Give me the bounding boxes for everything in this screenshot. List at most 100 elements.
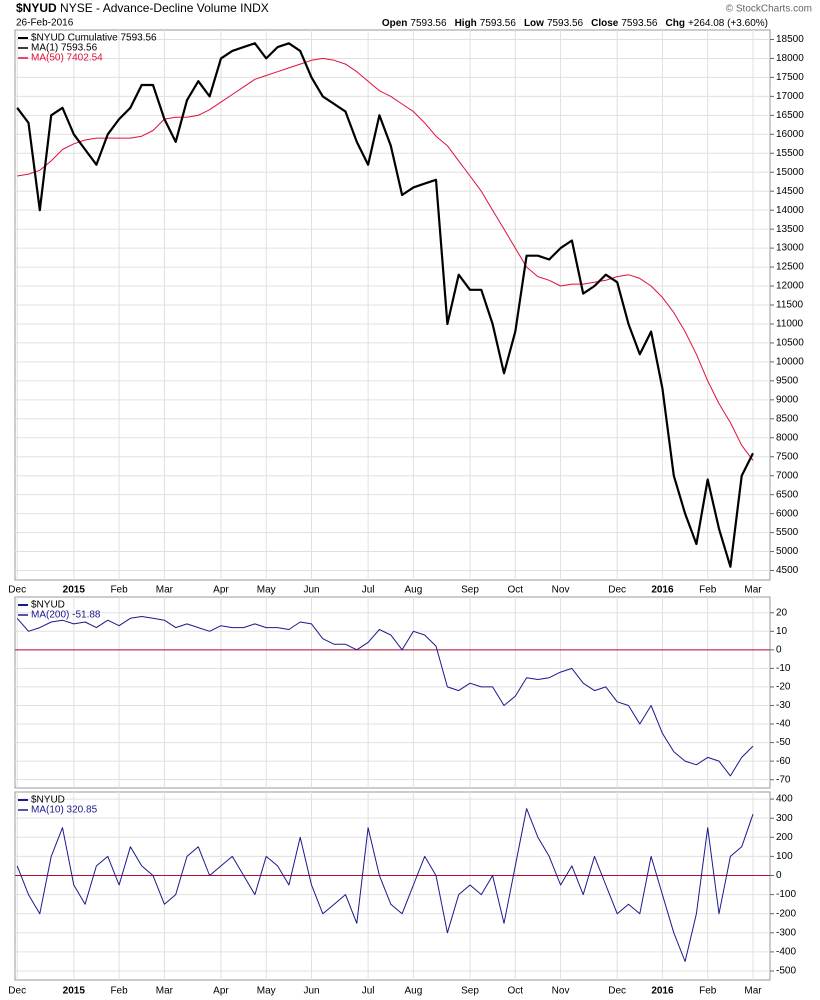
- y-tick-label: 20: [776, 607, 788, 618]
- y-tick-label: 7500: [776, 451, 799, 462]
- x-tick-label: Aug: [405, 585, 423, 596]
- y-tick-label: 0: [776, 870, 782, 881]
- legend-entry: MA(10) 320.85: [31, 805, 98, 816]
- y-tick-label: -30: [776, 700, 791, 711]
- symbol: $NYUD: [16, 1, 57, 15]
- x-tick-label: Dec: [608, 585, 626, 596]
- y-tick-label: 100: [776, 851, 793, 862]
- y-tick-label: -50: [776, 737, 791, 748]
- quote-label: Open: [382, 18, 408, 29]
- y-tick-label: -20: [776, 682, 791, 693]
- y-tick-label: 8500: [776, 413, 799, 424]
- y-tick-label: 12000: [776, 281, 804, 292]
- x-tick-label: Jun: [303, 585, 319, 596]
- y-tick-label: 11500: [776, 300, 804, 311]
- panel: [14, 791, 771, 981]
- quote-value: 7593.56: [480, 18, 517, 29]
- y-tick-label: 10000: [776, 357, 804, 368]
- y-tick-label: 16500: [776, 110, 804, 121]
- x-tick-label: Jul: [362, 986, 375, 997]
- x-tick-label: Oct: [507, 585, 523, 596]
- y-tick-label: 6500: [776, 489, 799, 500]
- credit: © StockCharts.com: [726, 4, 812, 15]
- x-tick-label: Mar: [156, 585, 174, 596]
- x-tick-label: Jun: [303, 986, 319, 997]
- x-tick-label: Nov: [552, 986, 570, 997]
- y-tick-label: 14000: [776, 205, 804, 216]
- x-tick-label: Feb: [110, 585, 128, 596]
- name: NYSE - Advance-Decline Volume INDX: [60, 1, 269, 15]
- quote-label: Low: [524, 18, 544, 29]
- y-tick-label: -60: [776, 756, 791, 767]
- x-tick-label: Apr: [213, 585, 229, 596]
- legend-entry: MA(200) -51.88: [31, 610, 101, 621]
- y-tick-label: 15000: [776, 167, 804, 178]
- x-tick-label: Jul: [362, 585, 375, 596]
- panel: [14, 596, 771, 789]
- series-line: [16, 42, 754, 568]
- y-tick-label: 17000: [776, 91, 804, 102]
- x-tick-label: Sep: [461, 986, 479, 997]
- y-tick-label: -40: [776, 719, 791, 730]
- y-tick-label: -70: [776, 774, 791, 785]
- x-tick-label: Sep: [461, 585, 479, 596]
- legend-entry: MA(1) 7593.56: [31, 43, 98, 54]
- quote-value: +264.08 (+3.60%): [688, 18, 768, 29]
- y-tick-label: 5500: [776, 527, 799, 538]
- x-tick-label: 2016: [651, 585, 674, 596]
- y-tick-label: -300: [776, 927, 796, 938]
- x-tick-label: Feb: [110, 986, 128, 997]
- series-line: [17, 57, 754, 461]
- quote-value: 7593.56: [621, 18, 658, 29]
- y-tick-label: -200: [776, 908, 796, 919]
- chart-title: $NYUD NYSE - Advance-Decline Volume INDX: [16, 1, 269, 15]
- x-tick-label: Feb: [699, 585, 717, 596]
- y-tick-label: 0: [776, 644, 782, 655]
- y-tick-label: 10: [776, 626, 788, 637]
- x-tick-label: Apr: [213, 986, 229, 997]
- y-tick-label: 15500: [776, 148, 804, 159]
- y-tick-label: -10: [776, 663, 791, 674]
- x-tick-label: May: [257, 986, 276, 997]
- quote: Open 7593.56 High 7593.56 Low 7593.56 Close 759…: [382, 18, 768, 29]
- y-tick-label: 17500: [776, 72, 804, 83]
- x-tick-label: Feb: [699, 986, 717, 997]
- y-tick-label: 11000: [776, 319, 804, 330]
- x-tick-label: Dec: [608, 986, 626, 997]
- x-tick-label: Oct: [507, 986, 523, 997]
- quote-value: 7593.56: [410, 18, 447, 29]
- y-tick-label: 12500: [776, 262, 804, 273]
- quote-label: Close: [591, 18, 619, 29]
- y-tick-label: 9500: [776, 376, 799, 387]
- x-tick-label: Dec: [8, 986, 26, 997]
- x-tick-label: Mar: [744, 986, 762, 997]
- x-tick-label: Dec: [8, 585, 26, 596]
- y-tick-label: 16000: [776, 129, 804, 140]
- legend-label: $NYUD: [31, 600, 65, 611]
- x-tick-label: Mar: [156, 986, 174, 997]
- series-line: [16, 616, 754, 777]
- x-tick-label: 2015: [63, 585, 86, 596]
- y-tick-label: 300: [776, 813, 793, 824]
- legend-entry: MA(50) 7402.54: [31, 53, 103, 64]
- y-tick-label: 13500: [776, 224, 804, 235]
- y-tick-label: 5000: [776, 546, 799, 557]
- y-tick-label: 7000: [776, 470, 799, 481]
- y-tick-label: 6000: [776, 508, 799, 519]
- y-tick-label: 4500: [776, 565, 799, 576]
- y-tick-label: 18000: [776, 53, 804, 64]
- y-tick-label: -400: [776, 947, 796, 958]
- y-tick-label: 200: [776, 832, 793, 843]
- quote-value: 7593.56: [547, 18, 584, 29]
- x-tick-label: 2015: [63, 986, 86, 997]
- y-tick-label: 9000: [776, 394, 799, 405]
- y-tick-label: 18500: [776, 34, 804, 45]
- x-tick-label: Nov: [552, 585, 570, 596]
- y-tick-label: 8000: [776, 432, 799, 443]
- y-tick-label: 13000: [776, 243, 804, 254]
- x-tick-label: Mar: [744, 585, 762, 596]
- quote-label: High: [455, 18, 477, 29]
- series-line: [16, 808, 754, 962]
- y-tick-label: 14500: [776, 186, 804, 197]
